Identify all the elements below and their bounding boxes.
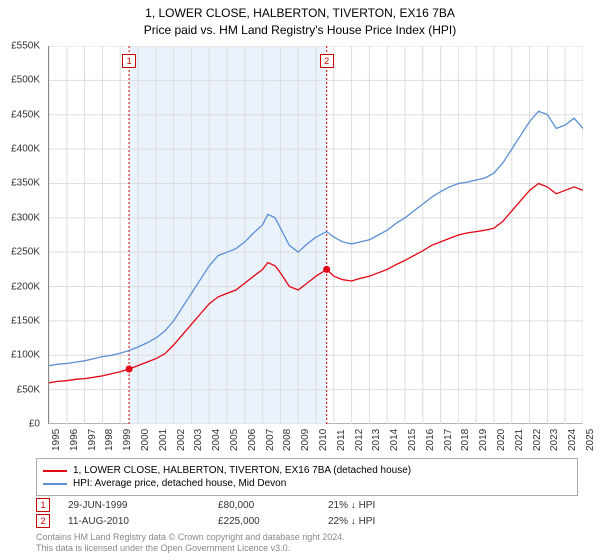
x-tick-label: 2010 [318,429,329,451]
transaction-price: £80,000 [218,500,328,511]
x-tick-label: 2003 [193,429,204,451]
x-tick-label: 2022 [532,429,543,451]
y-tick-label: £0 [29,419,40,430]
transaction-price: £225,000 [218,516,328,527]
legend-label: 1, LOWER CLOSE, HALBERTON, TIVERTON, EX1… [73,465,411,476]
y-tick-label: £350K [11,178,40,189]
y-tick-label: £150K [11,315,40,326]
legend-item: HPI: Average price, detached house, Mid … [43,478,571,489]
x-tick-label: 2018 [460,429,471,451]
chart-container: 1, LOWER CLOSE, HALBERTON, TIVERTON, EX1… [0,0,600,560]
y-tick-label: £50K [17,384,40,395]
x-tick-label: 2019 [478,429,489,451]
x-tick-label: 1996 [69,429,80,451]
y-tick-label: £300K [11,212,40,223]
x-tick-label: 2004 [211,429,222,451]
x-tick-label: 1999 [122,429,133,451]
x-axis-labels: 1995 1996 1997 1998 1999 2000 2001 2002 2003 2004… [48,424,582,454]
title-line-2: Price paid vs. HM Land Registry's House … [0,23,600,37]
x-tick-label: 2024 [567,429,578,451]
chart-svg [49,46,583,424]
transaction-row: 2 11-AUG-2010£225,00022% ↓ HPI [36,514,578,528]
legend-label: HPI: Average price, detached house, Mid … [73,478,286,489]
title-line-1: 1, LOWER CLOSE, HALBERTON, TIVERTON, EX1… [0,6,600,20]
y-tick-label: £500K [11,75,40,86]
footer-line-2: This data is licensed under the Open Gov… [36,543,578,554]
x-tick-label: 2015 [407,429,418,451]
y-tick-label: £550K [11,41,40,52]
transaction-marker: 1 [36,498,50,512]
x-tick-label: 2001 [158,429,169,451]
chart-marker-box: 1 [122,54,136,68]
y-tick-label: £400K [11,144,40,155]
x-tick-label: 2025 [585,429,596,451]
x-tick-label: 2011 [336,429,347,451]
transactions-table: 1 29-JUN-1999£80,00021% ↓ HPI 2 11-AUG-2010… [36,496,578,530]
legend-swatch [43,470,67,472]
x-tick-label: 2005 [229,429,240,451]
x-tick-label: 2021 [514,429,525,451]
y-tick-label: £450K [11,109,40,120]
x-tick-label: 2016 [425,429,436,451]
transaction-date: 29-JUN-1999 [68,500,218,511]
x-tick-label: 2013 [371,429,382,451]
x-tick-label: 2007 [265,429,276,451]
transaction-marker: 2 [36,514,50,528]
x-tick-label: 2012 [354,429,365,451]
footer-attribution: Contains HM Land Registry data © Crown c… [36,532,578,555]
title-block: 1, LOWER CLOSE, HALBERTON, TIVERTON, EX1… [0,0,600,37]
x-tick-label: 2006 [247,429,258,451]
x-tick-label: 2014 [389,429,400,451]
transaction-hpi-delta: 21% ↓ HPI [328,500,428,511]
transaction-date: 11-AUG-2010 [68,516,218,527]
footer-line-1: Contains HM Land Registry data © Crown c… [36,532,578,543]
x-tick-label: 2020 [496,429,507,451]
y-tick-label: £100K [11,350,40,361]
x-tick-label: 2023 [549,429,560,451]
x-tick-label: 1998 [104,429,115,451]
x-tick-label: 2002 [176,429,187,451]
x-tick-label: 2017 [443,429,454,451]
y-tick-label: £200K [11,281,40,292]
legend-box: 1, LOWER CLOSE, HALBERTON, TIVERTON, EX1… [36,458,578,496]
legend-item: 1, LOWER CLOSE, HALBERTON, TIVERTON, EX1… [43,465,571,476]
y-tick-label: £250K [11,247,40,258]
x-tick-label: 2008 [282,429,293,451]
x-tick-label: 2009 [300,429,311,451]
legend-swatch [43,483,67,485]
x-tick-label: 1995 [51,429,62,451]
transaction-hpi-delta: 22% ↓ HPI [328,516,428,527]
transaction-row: 1 29-JUN-1999£80,00021% ↓ HPI [36,498,578,512]
chart-plot-area: 12 [48,46,582,424]
y-axis-labels: £0£50K£100K£150K£200K£250K£300K£350K£400… [0,46,44,424]
x-tick-label: 1997 [87,429,98,451]
chart-marker-box: 2 [320,54,334,68]
x-tick-label: 2000 [140,429,151,451]
